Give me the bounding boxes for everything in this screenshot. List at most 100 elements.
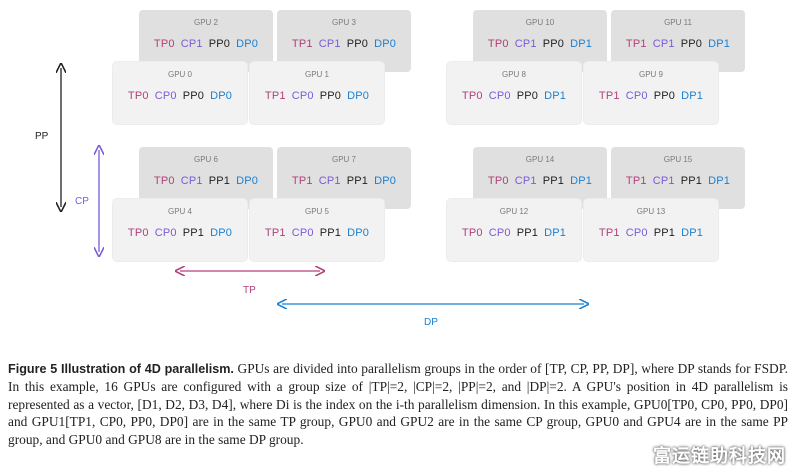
pp-tag: PP0 bbox=[182, 90, 205, 102]
gpu-card-3: GPU 3 TP1 CP1 PP0 DP0 bbox=[277, 10, 411, 72]
cp-tag: CP1 bbox=[652, 175, 675, 187]
dp-tag: DP0 bbox=[374, 175, 397, 187]
dp-tag: DP1 bbox=[708, 38, 731, 50]
tp-tag: TP0 bbox=[461, 90, 483, 102]
tp-tag: TP1 bbox=[625, 38, 647, 50]
gpu-name: GPU 13 bbox=[636, 207, 666, 216]
dp-tag: DP0 bbox=[374, 38, 397, 50]
gpu-card-13: GPU 13 TP1 CP0 PP1 DP1 bbox=[584, 199, 718, 261]
gpu-card-5: GPU 5 TP1 CP0 PP1 DP0 bbox=[250, 199, 384, 261]
cp-tag: CP1 bbox=[180, 38, 203, 50]
pp-tag: PP1 bbox=[653, 227, 676, 239]
dp-tag: DP1 bbox=[544, 90, 567, 102]
figure-caption: Figure 5 Illustration of 4D parallelism.… bbox=[8, 360, 788, 448]
cp-tag: CP1 bbox=[514, 38, 537, 50]
gpu-card-0: GPU 0 TP0 CP0 PP0 DP0 bbox=[113, 62, 247, 124]
tp-tag: TP1 bbox=[625, 175, 647, 187]
dp-tag: DP0 bbox=[236, 38, 259, 50]
gpu-card-4: GPU 4 TP0 CP0 PP1 DP0 bbox=[113, 199, 247, 261]
tp-tag: TP1 bbox=[291, 38, 313, 50]
tp-tag: TP1 bbox=[291, 175, 313, 187]
caption-text: GPUs are divided into parallelism groups… bbox=[8, 361, 788, 447]
pp-tag: PP1 bbox=[319, 227, 342, 239]
tp-tag: TP0 bbox=[487, 175, 509, 187]
dp-tag: DP0 bbox=[210, 90, 233, 102]
dp-tag: DP0 bbox=[347, 227, 370, 239]
dp-tag: DP1 bbox=[570, 175, 593, 187]
pp-tag: PP0 bbox=[542, 38, 565, 50]
gpu-name: GPU 15 bbox=[663, 155, 693, 164]
gpu-card-12: GPU 12 TP0 CP0 PP1 DP1 bbox=[447, 199, 581, 261]
tp-tag: TP0 bbox=[127, 227, 149, 239]
gpu-card-2: GPU 2 TP0 CP1 PP0 DP0 bbox=[139, 10, 273, 72]
dp-tag: DP0 bbox=[236, 175, 259, 187]
dp-tag: DP1 bbox=[570, 38, 593, 50]
dp-tag: DP0 bbox=[210, 227, 233, 239]
gpu-card-9: GPU 9 TP1 CP0 PP0 DP1 bbox=[584, 62, 718, 124]
pp-tag: PP0 bbox=[680, 38, 703, 50]
pp-axis-label: PP bbox=[35, 131, 49, 142]
tp-tag: TP0 bbox=[127, 90, 149, 102]
dp-tag: DP1 bbox=[708, 175, 731, 187]
figure-label: Figure 5 Illustration of 4D parallelism. bbox=[8, 362, 234, 376]
pp-tag: PP1 bbox=[182, 227, 205, 239]
dp-axis-label: DP bbox=[424, 317, 438, 328]
pp-tag: PP0 bbox=[516, 90, 539, 102]
cp-tag: CP0 bbox=[154, 227, 177, 239]
gpu-name: GPU 2 bbox=[193, 18, 218, 27]
tp-tag: TP0 bbox=[487, 38, 509, 50]
dp-tag: DP1 bbox=[681, 90, 704, 102]
gpu-card-10: GPU 10 TP0 CP1 PP0 DP1 bbox=[473, 10, 607, 72]
gpu-card-14: GPU 14 TP0 CP1 PP1 DP1 bbox=[473, 147, 607, 209]
cp-tag: CP0 bbox=[291, 90, 314, 102]
gpu-card-1: GPU 1 TP1 CP0 PP0 DP0 bbox=[250, 62, 384, 124]
axis-arrows bbox=[0, 0, 796, 360]
pp-tag: PP1 bbox=[346, 175, 369, 187]
pp-tag: PP1 bbox=[680, 175, 703, 187]
cp-tag: CP1 bbox=[318, 38, 341, 50]
gpu-name: GPU 12 bbox=[499, 207, 529, 216]
gpu-name: GPU 9 bbox=[638, 70, 663, 79]
gpu-name: GPU 14 bbox=[525, 155, 555, 164]
tp-tag: TP0 bbox=[153, 38, 175, 50]
tp-tag: TP1 bbox=[598, 90, 620, 102]
pp-tag: PP1 bbox=[516, 227, 539, 239]
dp-tag: DP0 bbox=[347, 90, 370, 102]
gpu-name: GPU 6 bbox=[193, 155, 218, 164]
gpu-name: GPU 7 bbox=[331, 155, 356, 164]
pp-tag: PP1 bbox=[208, 175, 231, 187]
tp-tag: TP1 bbox=[598, 227, 620, 239]
pp-tag: PP1 bbox=[542, 175, 565, 187]
gpu-name: GPU 1 bbox=[304, 70, 329, 79]
cp-tag: CP1 bbox=[652, 38, 675, 50]
gpu-name: GPU 5 bbox=[304, 207, 329, 216]
gpu-name: GPU 11 bbox=[664, 18, 692, 27]
gpu-card-15: GPU 15 TP1 CP1 PP1 DP1 bbox=[611, 147, 745, 209]
pp-tag: PP0 bbox=[653, 90, 676, 102]
gpu-card-6: GPU 6 TP0 CP1 PP1 DP0 bbox=[139, 147, 273, 209]
cp-tag: CP1 bbox=[180, 175, 203, 187]
cp-tag: CP0 bbox=[625, 227, 648, 239]
gpu-card-8: GPU 8 TP0 CP0 PP0 DP1 bbox=[447, 62, 581, 124]
tp-tag: TP1 bbox=[264, 227, 286, 239]
dp-tag: DP1 bbox=[681, 227, 704, 239]
cp-tag: CP1 bbox=[318, 175, 341, 187]
gpu-card-7: GPU 7 TP1 CP1 PP1 DP0 bbox=[277, 147, 411, 209]
gpu-name: GPU 10 bbox=[525, 18, 555, 27]
tp-tag: TP0 bbox=[461, 227, 483, 239]
dp-tag: DP1 bbox=[544, 227, 567, 239]
cp-tag: CP1 bbox=[514, 175, 537, 187]
gpu-name: GPU 4 bbox=[167, 207, 192, 216]
watermark-logo: 富运链助科技网 bbox=[653, 446, 786, 466]
gpu-name: GPU 8 bbox=[501, 70, 526, 79]
gpu-card-11: GPU 11 TP1 CP1 PP0 DP1 bbox=[611, 10, 745, 72]
pp-tag: PP0 bbox=[319, 90, 342, 102]
gpu-name: GPU 3 bbox=[331, 18, 356, 27]
cp-axis-label: CP bbox=[75, 196, 89, 207]
cp-tag: CP0 bbox=[488, 227, 511, 239]
pp-tag: PP0 bbox=[346, 38, 369, 50]
tp-tag: TP1 bbox=[264, 90, 286, 102]
cp-tag: CP0 bbox=[154, 90, 177, 102]
cp-tag: CP0 bbox=[625, 90, 648, 102]
pp-tag: PP0 bbox=[208, 38, 231, 50]
